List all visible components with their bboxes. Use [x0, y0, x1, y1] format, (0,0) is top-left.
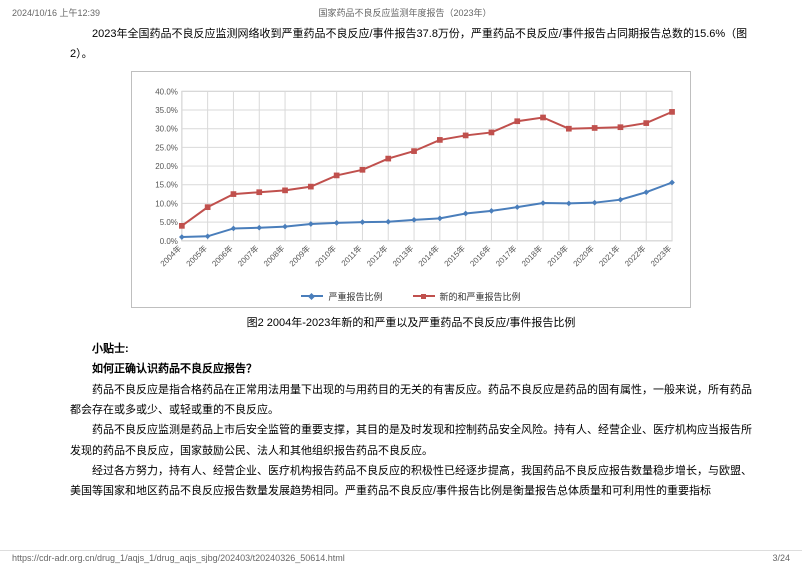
svg-text:20.0%: 20.0% — [155, 162, 178, 171]
svg-text:5.0%: 5.0% — [160, 218, 178, 227]
svg-text:2005年: 2005年 — [184, 243, 209, 268]
svg-text:25.0%: 25.0% — [155, 143, 178, 152]
svg-text:2009年: 2009年 — [287, 243, 312, 268]
tips-paragraph-1: 药品不良反应是指合格药品在正常用法用量下出现的与用药目的无关的有害反应。药品不良… — [70, 380, 752, 421]
svg-text:2017年: 2017年 — [493, 243, 518, 268]
figure-caption: 图2 2004年-2023年新的和严重以及严重药品不良反应/事件报告比例 — [70, 314, 752, 330]
svg-text:2021年: 2021年 — [597, 243, 622, 268]
line-chart-svg: 0.0%5.0%10.0%15.0%20.0%25.0%30.0%35.0%40… — [140, 78, 682, 288]
legend-label-1: 严重报告比例 — [328, 290, 382, 303]
svg-text:10.0%: 10.0% — [155, 199, 178, 208]
tips-paragraph-2: 药品不良反应监测是药品上市后安全监管的重要支撑，其目的是及时发现和控制药品安全风… — [70, 420, 752, 461]
doc-title: 国家药品不良反应监测年度报告（2023年） — [319, 6, 492, 19]
figure-2-chart: 0.0%5.0%10.0%15.0%20.0%25.0%30.0%35.0%40… — [131, 71, 691, 308]
svg-text:2007年: 2007年 — [235, 243, 260, 268]
svg-text:40.0%: 40.0% — [155, 87, 178, 96]
svg-text:35.0%: 35.0% — [155, 106, 178, 115]
legend-item-series2: 新的和严重报告比例 — [413, 290, 521, 303]
svg-text:2018年: 2018年 — [519, 243, 544, 268]
svg-text:2015年: 2015年 — [442, 243, 467, 268]
svg-text:2008年: 2008年 — [261, 243, 286, 268]
svg-text:2020年: 2020年 — [571, 243, 596, 268]
footer-url: https://cdr-adr.org.cn/drug_1/aqjs_1/dru… — [12, 553, 345, 563]
svg-text:2014年: 2014年 — [416, 243, 441, 268]
svg-text:2022年: 2022年 — [622, 243, 647, 268]
tips-heading: 小贴士: — [70, 340, 752, 356]
svg-text:30.0%: 30.0% — [155, 124, 178, 133]
legend-marker-diamond — [301, 295, 323, 297]
intro-paragraph: 2023年全国药品不良反应监测网络收到严重药品不良反应/事件报告37.8万份，严… — [70, 25, 752, 65]
svg-text:2013年: 2013年 — [390, 243, 415, 268]
svg-text:2016年: 2016年 — [468, 243, 493, 268]
legend-marker-square — [413, 295, 435, 297]
svg-text:15.0%: 15.0% — [155, 180, 178, 189]
footer-page: 3/24 — [772, 553, 790, 563]
svg-text:2019年: 2019年 — [545, 243, 570, 268]
svg-text:2023年: 2023年 — [648, 243, 673, 268]
chart-legend: 严重报告比例 新的和严重报告比例 — [140, 290, 682, 303]
legend-label-2: 新的和严重报告比例 — [440, 290, 521, 303]
tips-question: 如何正确认识药品不良反应报告？ — [70, 360, 752, 376]
svg-text:2010年: 2010年 — [313, 243, 338, 268]
tips-paragraph-3: 经过各方努力，持有人、经营企业、医疗机构报告药品不良反应的积极性已经逐步提高，我… — [70, 461, 752, 502]
svg-text:2004年: 2004年 — [158, 243, 183, 268]
timestamp: 2024/10/16 上午12:39 — [12, 6, 100, 19]
svg-text:2006年: 2006年 — [210, 243, 235, 268]
svg-text:2011年: 2011年 — [339, 243, 364, 268]
svg-text:2012年: 2012年 — [364, 243, 389, 268]
legend-item-series1: 严重报告比例 — [301, 290, 382, 303]
